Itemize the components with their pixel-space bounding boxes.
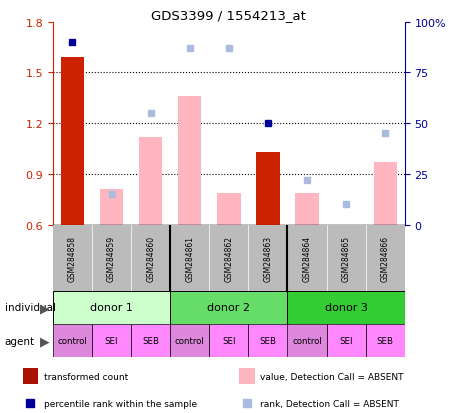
Text: control: control <box>291 336 321 345</box>
Bar <box>248 324 287 357</box>
Text: ▶: ▶ <box>40 301 50 314</box>
Bar <box>170 324 209 357</box>
Text: donor 3: donor 3 <box>324 303 367 313</box>
Text: donor 2: donor 2 <box>207 303 250 313</box>
Text: control: control <box>57 336 87 345</box>
Bar <box>92 324 131 357</box>
Text: SEB: SEB <box>142 336 159 345</box>
Bar <box>217 193 240 225</box>
Text: GSM284859: GSM284859 <box>107 235 116 281</box>
Text: individual: individual <box>5 303 56 313</box>
Text: GSM284865: GSM284865 <box>341 235 350 281</box>
Bar <box>61 58 84 225</box>
Bar <box>170 291 287 324</box>
Bar <box>178 97 201 225</box>
Bar <box>256 152 279 225</box>
Text: SEI: SEI <box>105 336 118 345</box>
Bar <box>373 163 396 225</box>
Title: GDS3399 / 1554213_at: GDS3399 / 1554213_at <box>151 9 306 21</box>
Text: control: control <box>174 336 204 345</box>
Text: agent: agent <box>5 336 34 346</box>
Text: GSM284863: GSM284863 <box>263 235 272 281</box>
Text: ▶: ▶ <box>40 334 50 347</box>
Text: GSM284860: GSM284860 <box>146 235 155 281</box>
Text: GSM284864: GSM284864 <box>302 235 311 281</box>
Bar <box>239 368 254 385</box>
Text: value, Detection Call = ABSENT: value, Detection Call = ABSENT <box>260 372 403 381</box>
Bar <box>295 193 318 225</box>
Bar <box>326 324 365 357</box>
Text: percentile rank within the sample: percentile rank within the sample <box>44 399 197 408</box>
Text: GSM284858: GSM284858 <box>68 235 77 281</box>
Bar <box>131 324 170 357</box>
Bar <box>209 324 248 357</box>
Text: transformed count: transformed count <box>44 372 128 381</box>
Bar <box>53 324 92 357</box>
Text: SEI: SEI <box>339 336 352 345</box>
Text: SEI: SEI <box>222 336 235 345</box>
Bar <box>23 368 38 385</box>
Bar <box>139 138 162 225</box>
Bar <box>53 291 170 324</box>
Text: donor 1: donor 1 <box>90 303 133 313</box>
Text: SEB: SEB <box>259 336 276 345</box>
Bar <box>365 324 404 357</box>
Bar <box>287 291 404 324</box>
Text: GSM284862: GSM284862 <box>224 235 233 281</box>
Bar <box>287 324 326 357</box>
Text: rank, Detection Call = ABSENT: rank, Detection Call = ABSENT <box>260 399 398 408</box>
Text: GSM284861: GSM284861 <box>185 235 194 281</box>
Text: GSM284866: GSM284866 <box>380 235 389 281</box>
Bar <box>100 190 123 225</box>
Text: SEB: SEB <box>376 336 393 345</box>
